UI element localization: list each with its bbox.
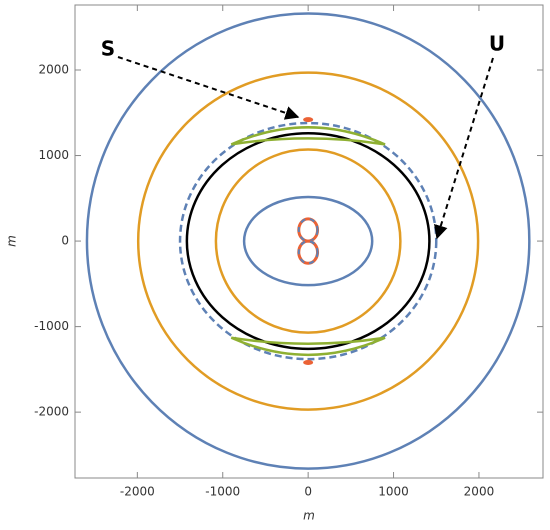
crescent bbox=[230, 336, 386, 356]
contour bbox=[185, 132, 431, 351]
figure-eight bbox=[297, 217, 319, 243]
arrow bbox=[117, 56, 300, 120]
contour bbox=[242, 195, 374, 287]
x-tick-label: -1000 bbox=[205, 485, 240, 499]
point bbox=[303, 117, 314, 123]
arrow bbox=[434, 57, 494, 240]
x-tick-label: 2000 bbox=[464, 485, 495, 499]
annotation: S bbox=[101, 37, 115, 61]
y-tick-label: 1000 bbox=[38, 148, 69, 162]
plot-area bbox=[85, 12, 531, 470]
figure-eight bbox=[297, 240, 319, 265]
x-tick-label: 1000 bbox=[378, 485, 409, 499]
y-axis-label: m bbox=[5, 235, 19, 247]
x-tick-label: -2000 bbox=[120, 485, 155, 499]
x-axis-label: m bbox=[303, 509, 315, 523]
y-tick-label: 0 bbox=[61, 234, 69, 248]
y-tick-label: -1000 bbox=[34, 319, 69, 333]
point bbox=[303, 360, 314, 366]
x-tick-label: 0 bbox=[304, 485, 312, 499]
contour bbox=[214, 148, 402, 334]
y-tick-label: 2000 bbox=[38, 63, 69, 77]
y-tick-label: -2000 bbox=[34, 405, 69, 419]
crescent bbox=[230, 126, 386, 146]
annotation: U bbox=[489, 32, 505, 56]
contour bbox=[136, 71, 480, 411]
contour bbox=[85, 12, 531, 470]
contour bbox=[178, 121, 438, 361]
